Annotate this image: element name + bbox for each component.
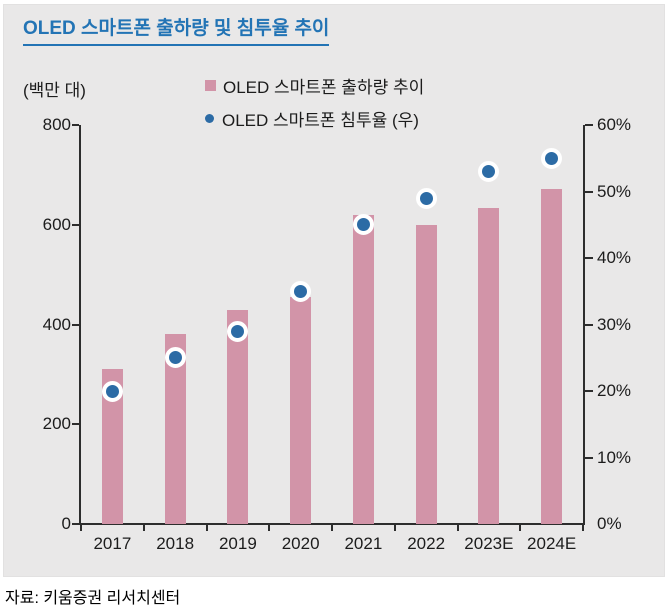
penetration-dot xyxy=(541,147,563,169)
penetration-dot xyxy=(478,161,500,183)
x-axis-tick xyxy=(142,524,145,531)
x-axis-category-label: 2017 xyxy=(93,534,132,553)
x-axis-tick xyxy=(582,524,584,531)
right-axis-tick xyxy=(585,257,593,259)
right-axis-tick-label: 40% xyxy=(597,248,632,267)
chart-title-text: OLED 스마트폰 출하량 및 침투율 추이 xyxy=(23,13,330,46)
right-axis-tick xyxy=(585,456,593,459)
legend-item-penetration: OLED 스마트폰 침투율 (우) xyxy=(205,107,424,130)
x-axis-tick xyxy=(80,524,82,531)
right-axis-tick-label: 30% xyxy=(597,314,632,334)
right-axis-tick xyxy=(585,190,593,193)
shipment-bar xyxy=(227,309,249,524)
legend: OLED 스마트폰 출하량 추이 OLED 스마트폰 침투율 (우) xyxy=(205,74,424,140)
x-axis-tick xyxy=(393,524,396,531)
right-axis-line xyxy=(583,125,585,524)
left-axis-tick xyxy=(72,423,79,426)
right-axis-tick-label: 10% xyxy=(597,447,632,467)
x-axis-category-label: 2019 xyxy=(218,534,257,553)
shipment-bar xyxy=(352,214,374,524)
left-axis-tick-label: 600 xyxy=(42,214,71,234)
shipment-bar xyxy=(290,297,312,524)
shipment-bar xyxy=(478,208,500,524)
x-axis-category-label: 2024E xyxy=(527,534,577,553)
left-axis-tick xyxy=(72,323,79,326)
left-axis-line xyxy=(79,125,81,524)
x-axis-tick xyxy=(456,524,459,531)
right-axis-tick xyxy=(585,124,593,126)
source-note: 자료: 키움증권 리서치센터 xyxy=(5,590,181,607)
x-axis-category-label: 2018 xyxy=(156,534,195,553)
x-axis-category-label: 2021 xyxy=(344,534,383,553)
penetration-dot xyxy=(352,214,374,236)
x-axis-tick xyxy=(268,524,271,531)
bar-series-swatch-icon xyxy=(205,79,216,91)
x-axis-tick xyxy=(519,524,522,531)
x-axis-line xyxy=(72,523,585,525)
left-axis-tick-label: 200 xyxy=(42,414,71,434)
shipment-bar xyxy=(541,188,563,524)
dot-series-swatch-icon xyxy=(205,113,214,123)
right-axis-tick-label: 60% xyxy=(597,115,632,134)
shipment-bar xyxy=(101,369,123,524)
penetration-dot xyxy=(290,280,312,302)
left-axis-tick-label: 0 xyxy=(61,514,71,533)
penetration-dot xyxy=(101,380,123,402)
left-axis-tick-label: 800 xyxy=(42,115,71,134)
left-axis-tick-label: 400 xyxy=(42,314,71,334)
legend-label-shipments: OLED 스마트폰 출하량 추이 xyxy=(223,77,425,97)
x-axis-category-label: 2022 xyxy=(407,534,446,553)
x-axis-category-label: 2020 xyxy=(281,534,320,553)
right-axis-tick-label: 0% xyxy=(597,514,622,533)
legend-label-penetration: OLED 스마트폰 침투율 (우) xyxy=(222,110,419,130)
x-axis-tick xyxy=(205,524,208,531)
legend-item-shipments: OLED 스마트폰 출하량 추이 xyxy=(205,74,425,97)
right-axis-tick xyxy=(585,390,593,392)
left-axis-tick xyxy=(72,124,79,126)
right-axis-tick-label: 20% xyxy=(597,381,632,400)
x-axis-tick xyxy=(331,524,333,531)
penetration-dot xyxy=(227,320,249,342)
penetration-dot xyxy=(415,187,437,209)
chart-title: OLED 스마트폰 출하량 및 침투율 추이 xyxy=(23,13,330,46)
left-axis-unit-label: (백만 대) xyxy=(23,81,86,100)
x-axis-category-label: 2023E xyxy=(464,534,514,553)
right-axis-tick-label: 50% xyxy=(597,181,632,201)
shipment-bar xyxy=(164,334,186,524)
penetration-dot xyxy=(164,347,186,369)
left-axis-tick xyxy=(72,223,79,226)
right-axis-tick xyxy=(585,323,593,326)
shipment-bar xyxy=(415,224,437,524)
